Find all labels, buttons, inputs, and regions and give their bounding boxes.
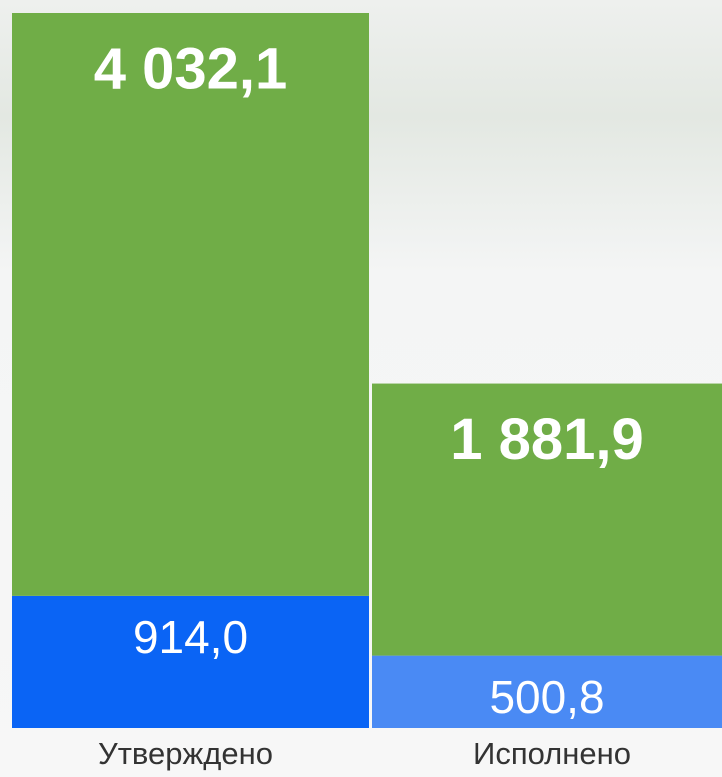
- bar-segment: [372, 383, 722, 656]
- bar-segment: [12, 595, 369, 728]
- category-label: Утверждено: [98, 736, 273, 771]
- value-label: 1 881,9: [450, 407, 644, 472]
- value-label: 500,8: [489, 671, 604, 723]
- value-label: 4 032,1: [94, 36, 288, 101]
- value-label: 914,0: [133, 611, 248, 663]
- bar-segment: [12, 13, 369, 596]
- category-label: Исполнено: [473, 736, 631, 771]
- bar-segment: [372, 655, 722, 728]
